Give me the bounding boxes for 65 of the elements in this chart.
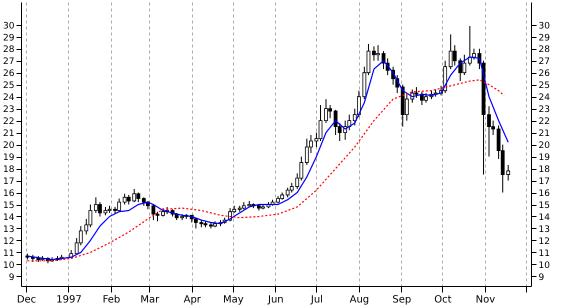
y-tick-label: 10	[3, 260, 15, 271]
y2-tick-label: 29	[538, 33, 550, 44]
y2-tick-label: 14	[538, 213, 550, 223]
y2-tick-label: 30	[538, 21, 550, 32]
x-tick-label: Jun	[267, 294, 284, 306]
x-tick-label: Jul	[310, 294, 323, 306]
y2-tick-label: 9	[538, 272, 544, 283]
y2-tick-label: 26	[538, 69, 550, 80]
x-tick-label: Aug	[350, 294, 370, 306]
y-tick-label: 16	[3, 189, 15, 200]
y-tick-label: 25	[3, 81, 14, 92]
y-tick-label: 21	[3, 129, 14, 140]
x-tick-label: Dec	[16, 294, 36, 306]
y2-tick-label: 13	[538, 224, 550, 235]
y2-tick-label: 25	[538, 81, 550, 92]
y-tick-label: 15	[3, 201, 14, 212]
x-tick-label: Mar	[140, 294, 160, 306]
y-tick-label: 19	[3, 153, 15, 164]
y2-tick-label: 20	[538, 141, 550, 152]
y2-tick-label: 17	[538, 177, 550, 188]
y2-tick-label: 21	[538, 129, 550, 140]
candlestick	[506, 164, 510, 182]
y2-tick-label: 24	[538, 93, 550, 104]
y-tick-label: 27	[3, 57, 14, 68]
y2-tick-label: 28	[538, 45, 550, 56]
x-tick-label: Apr	[184, 294, 202, 306]
candlestick	[136, 192, 140, 203]
y2-tick-label: 15	[538, 201, 550, 212]
y-tick-label: 11	[3, 248, 14, 259]
y-tick-label: 23	[3, 105, 14, 116]
y2-tick-label: 10	[538, 260, 550, 271]
y2-tick-label: 18	[538, 165, 550, 176]
x-tick-label: Sep	[392, 294, 412, 306]
y-tick-label: 24	[3, 93, 15, 104]
candlestick	[414, 86, 418, 98]
y2-tick-label: 11	[538, 248, 550, 259]
y-tick-label: 12	[3, 236, 14, 247]
candlestick	[132, 188, 136, 203]
candlestick	[126, 194, 131, 206]
y2-tick-label: 23	[538, 105, 550, 116]
candlestick	[290, 182, 294, 194]
y-tick-label: 18	[3, 165, 15, 176]
x-tick-label: Feb	[102, 294, 120, 306]
y-tick-label: 20	[3, 141, 15, 152]
y2-tick-label: 16	[538, 189, 550, 200]
y-tick-label: 30	[3, 21, 15, 32]
y-tick-label: 29	[3, 33, 15, 44]
y-tick-label: 17	[3, 177, 14, 188]
candlestick	[448, 34, 453, 70]
y-tick-label: 26	[3, 69, 15, 80]
y-tick-label: 9	[8, 272, 15, 283]
y-tick-label: 13	[3, 224, 14, 235]
y-tick-label: 22	[3, 117, 14, 128]
candlestick	[304, 138, 309, 166]
y2-tick-label: 19	[538, 153, 550, 164]
x-tick-label: Oct	[434, 294, 452, 306]
y-tick-label: 28	[3, 45, 15, 56]
x-tick-label: 1997	[56, 294, 82, 306]
y-tick-label: 14	[3, 213, 15, 223]
y2-tick-label: 12	[538, 236, 550, 247]
x-tick-label: May	[223, 294, 244, 306]
candlestick	[452, 44, 457, 66]
x-tick-label: Nov	[476, 294, 496, 306]
y2-tick-label: 27	[538, 57, 550, 68]
y2-tick-label: 22	[538, 117, 550, 128]
